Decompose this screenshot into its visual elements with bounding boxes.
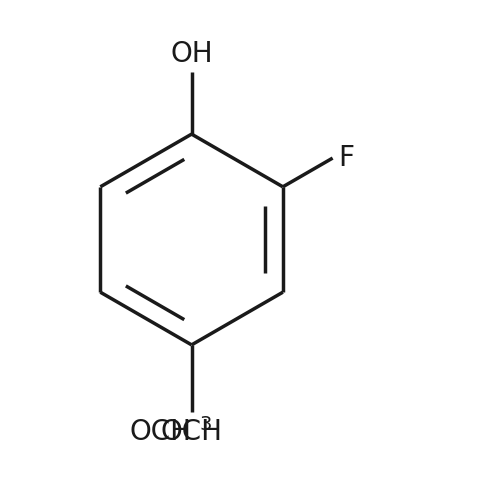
Text: 3: 3 <box>200 415 212 434</box>
Text: OCH: OCH <box>160 418 222 445</box>
Text: OCH: OCH <box>130 418 192 445</box>
Text: OH: OH <box>171 40 213 68</box>
Text: OCH: OCH <box>130 418 192 445</box>
Text: F: F <box>338 144 354 172</box>
